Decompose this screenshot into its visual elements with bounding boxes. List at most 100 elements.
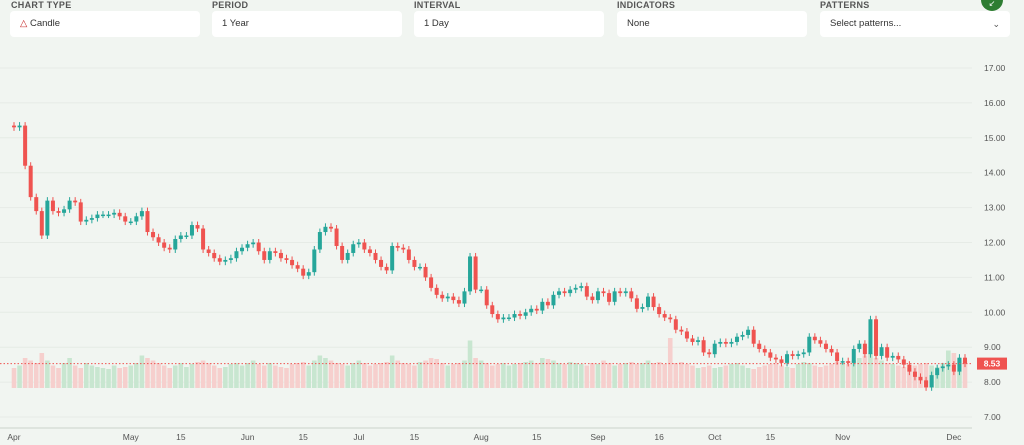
candle-body — [718, 341, 723, 344]
volume-bar — [795, 364, 801, 388]
candle-body — [117, 212, 122, 217]
candle-body — [540, 301, 545, 311]
volume-bar — [484, 363, 490, 388]
candle-body — [929, 375, 934, 388]
candle-body — [857, 343, 862, 349]
volume-bar — [334, 363, 339, 388]
volume-bar — [323, 358, 328, 388]
candle-body — [28, 165, 33, 198]
candle-body — [417, 266, 422, 269]
candle-body — [251, 242, 256, 245]
candle-body — [734, 336, 739, 342]
volume-bar — [806, 363, 812, 388]
volume-bar — [217, 368, 223, 388]
candle-body — [846, 361, 851, 363]
volume-bar — [740, 365, 745, 388]
volume-bar — [601, 360, 606, 388]
volume-bar — [312, 360, 317, 388]
volume-bar — [673, 363, 679, 388]
y-tick-label: 11.00 — [984, 272, 1005, 282]
volume-bar — [39, 353, 45, 388]
volume-bar — [495, 364, 501, 388]
candle-body — [612, 291, 617, 302]
candle-body — [395, 245, 400, 248]
volume-bar — [801, 362, 807, 388]
volume-bar — [857, 358, 862, 388]
candle-body — [885, 347, 890, 358]
volume-bar — [690, 365, 695, 388]
volume-bar — [729, 364, 734, 388]
candle-body — [696, 340, 701, 342]
interval-label: INTERVAL — [414, 0, 461, 10]
volume-bar — [245, 363, 250, 388]
candle-body — [896, 355, 901, 360]
volume-bar — [540, 358, 545, 388]
candle-body — [634, 298, 639, 309]
candle-body — [379, 259, 384, 267]
candle-body — [957, 357, 962, 372]
candle-body — [301, 268, 306, 276]
candle-body — [551, 294, 556, 306]
volume-bar — [356, 360, 362, 388]
candle-body — [423, 266, 428, 278]
volume-bar — [211, 365, 217, 388]
candle-body — [367, 249, 372, 253]
candle-body — [134, 216, 139, 222]
expand-button[interactable]: ↙ — [981, 0, 1003, 11]
candle-body — [640, 307, 645, 309]
candle-body — [874, 319, 879, 356]
volume-bar — [345, 365, 350, 388]
volume-bar — [768, 364, 773, 388]
volume-bar — [339, 364, 345, 388]
volume-bar — [551, 360, 556, 388]
patterns-select[interactable]: Select patterns... ⌄ — [820, 11, 1010, 37]
volume-bar — [434, 359, 439, 388]
volume-bar — [106, 369, 111, 388]
volume-bar — [895, 365, 901, 388]
volume-bar — [228, 364, 234, 388]
volume-bar — [178, 363, 184, 388]
candle-body — [740, 334, 745, 337]
volume-bar — [445, 365, 451, 388]
period-select[interactable]: 1 Year — [212, 11, 402, 37]
volume-bar — [395, 360, 401, 388]
last-price-label: 8.53 — [984, 359, 1001, 369]
candle-body — [34, 197, 39, 212]
volume-bar — [556, 363, 562, 388]
candle-body — [284, 258, 289, 260]
volume-bar — [367, 365, 373, 388]
volume-bar — [122, 367, 128, 388]
volume-bar — [840, 363, 845, 388]
volume-bar — [851, 360, 857, 388]
volume-bar — [412, 365, 417, 388]
candle-body — [662, 314, 667, 318]
volume-bar — [189, 364, 195, 388]
candle-icon: △ — [20, 18, 28, 29]
candle-body — [684, 331, 689, 339]
candle-body — [451, 296, 456, 301]
interval-select[interactable]: 1 Day — [414, 11, 604, 37]
volume-bar — [790, 368, 795, 388]
x-tick-label: 16 — [654, 432, 664, 442]
volume-bar — [868, 353, 873, 388]
volume-bar — [184, 367, 189, 388]
candle-body — [729, 341, 734, 344]
volume-bar — [167, 368, 173, 388]
volume-bar — [67, 358, 72, 388]
chart-type-select[interactable]: △ Candle — [10, 11, 200, 37]
candle-body — [495, 314, 500, 320]
candle-body — [50, 200, 55, 212]
volume-bar — [467, 340, 473, 388]
candle-body — [106, 214, 111, 217]
patterns-label: PATTERNS — [820, 0, 870, 10]
candle-body — [45, 200, 50, 236]
candle-body — [39, 211, 44, 236]
volume-bar — [517, 363, 523, 388]
volume-bar — [223, 367, 228, 388]
indicators-select[interactable]: None — [617, 11, 807, 37]
y-tick-label: 17.00 — [984, 63, 1006, 73]
candle-body — [618, 291, 623, 294]
x-tick-label: Aug — [474, 432, 489, 442]
volume-bar — [606, 363, 612, 388]
